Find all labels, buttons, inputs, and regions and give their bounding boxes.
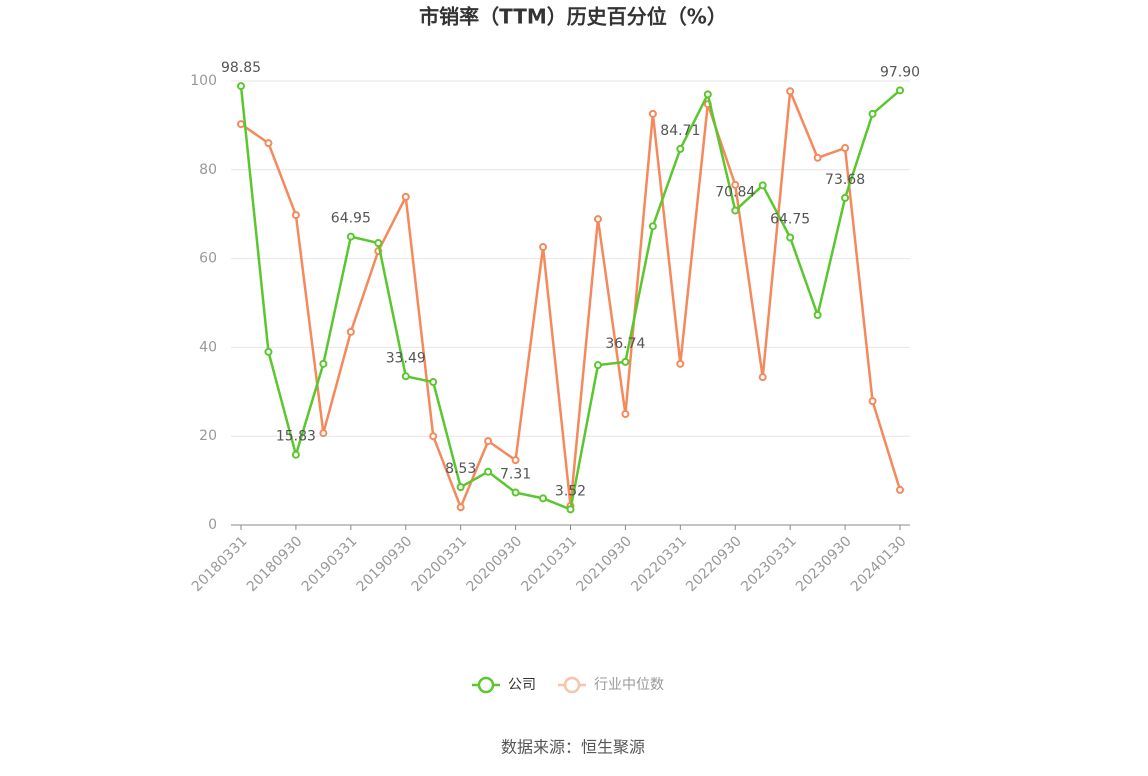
data-label: 64.95 <box>331 211 371 227</box>
point <box>813 310 822 319</box>
point <box>237 82 245 91</box>
x-tick-label: 20200331 <box>409 533 471 595</box>
data-label: 36.74 <box>605 336 645 352</box>
point <box>346 327 355 336</box>
point <box>484 467 493 476</box>
x-tick-label: 20240130 <box>848 533 910 595</box>
data-label: 64.75 <box>770 212 810 228</box>
point <box>429 378 438 387</box>
point <box>264 139 273 148</box>
data-label: 15.83 <box>276 429 316 445</box>
point <box>291 211 300 220</box>
data-label: 33.49 <box>386 350 426 366</box>
point <box>676 359 685 368</box>
point <box>456 483 465 492</box>
series-line <box>240 90 902 511</box>
x-tick-label: 20180331 <box>189 533 251 595</box>
legend-symbol <box>477 676 495 694</box>
x-tick-label: 20190930 <box>354 533 416 595</box>
point <box>374 239 383 248</box>
data-label: 7.31 <box>500 467 531 483</box>
point <box>511 488 520 497</box>
data-label: 98.85 <box>221 60 261 76</box>
y-tick-label: 60 <box>199 251 217 267</box>
y-tick-label: 0 <box>208 517 217 533</box>
point <box>731 180 740 189</box>
x-tick-label: 20200930 <box>464 533 526 595</box>
point <box>648 109 657 118</box>
point <box>758 373 767 382</box>
point <box>841 193 850 202</box>
point <box>319 429 328 438</box>
legend-label: 行业中位数 <box>594 677 664 693</box>
point <box>786 233 795 242</box>
point <box>319 359 328 368</box>
point <box>429 432 438 441</box>
y-tick-label: 80 <box>199 162 217 178</box>
point <box>676 144 685 153</box>
point <box>621 410 630 418</box>
x-tick-label: 20210930 <box>573 533 635 595</box>
point <box>731 206 740 215</box>
y-tick-label: 20 <box>199 428 217 444</box>
point <box>593 215 602 224</box>
point <box>566 505 575 514</box>
point <box>703 90 712 99</box>
point <box>813 153 822 162</box>
x-tick-label: 20210331 <box>518 533 580 595</box>
point <box>896 86 904 95</box>
point <box>593 361 602 370</box>
point <box>291 450 300 459</box>
x-tick-label: 20190331 <box>299 533 361 595</box>
data-label: 73.68 <box>825 172 865 188</box>
x-tick-label: 20230331 <box>738 533 800 595</box>
y-tick-label: 40 <box>199 339 217 355</box>
point <box>539 243 548 252</box>
point <box>786 87 795 96</box>
legend-item[interactable]: 公司 <box>472 676 536 694</box>
y-tick-label: 100 <box>190 73 217 89</box>
x-tick-label: 20220331 <box>628 533 690 595</box>
point <box>484 437 493 446</box>
x-tick-label: 20220930 <box>683 533 745 595</box>
chart-title: 市销率（TTM）历史百分位（%） <box>419 5 727 29</box>
data-label: 97.90 <box>880 64 920 80</box>
point <box>841 144 850 153</box>
series-line <box>239 85 901 512</box>
point <box>758 181 767 190</box>
point <box>621 357 630 366</box>
x-tick-label: 20180930 <box>244 533 306 595</box>
source: 数据来源：恒生聚源 <box>501 738 645 757</box>
point <box>264 347 273 356</box>
data-label: 70.84 <box>715 184 755 200</box>
data-label: 3.52 <box>555 483 586 499</box>
legend-symbol <box>563 676 581 694</box>
point <box>511 456 520 465</box>
point <box>401 372 410 381</box>
legend-label: 公司 <box>508 677 536 693</box>
point <box>868 397 877 406</box>
point <box>401 192 410 201</box>
point <box>868 109 877 118</box>
x-tick-label: 20230930 <box>793 533 855 595</box>
point <box>896 485 904 494</box>
data-label: 84.71 <box>660 123 700 139</box>
legend-item[interactable]: 行业中位数 <box>558 676 664 694</box>
data-label: 8.53 <box>445 461 476 477</box>
point <box>539 494 548 503</box>
point <box>237 120 245 129</box>
point <box>456 503 465 512</box>
point <box>346 232 355 241</box>
point <box>648 222 657 231</box>
